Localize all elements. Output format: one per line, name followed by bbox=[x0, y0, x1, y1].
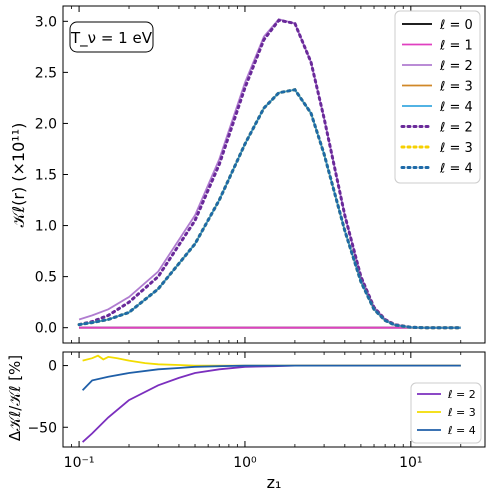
x-axis-label: z₁ bbox=[267, 473, 282, 492]
top-y-tick-label: 1.0 bbox=[35, 219, 57, 235]
top-legend-frame bbox=[394, 10, 481, 184]
bottom-y-tick-label: −50 bbox=[27, 420, 57, 436]
legend-label: ℓ = 4 bbox=[439, 162, 473, 177]
top-y-tick-label: 1.5 bbox=[35, 168, 57, 184]
bottom-y-ticks: 0 −50 bbox=[27, 359, 68, 436]
top-y-tick-label: 3.0 bbox=[35, 14, 57, 30]
top-panel: 0.0 0.5 1.0 1.5 2.0 2.5 3.0 T_ν = 1 eV 𝒦ℓ(r) (… bbox=[9, 5, 486, 344]
x-tick-label: 10¹ bbox=[399, 455, 422, 471]
legend-label: ℓ = 2 bbox=[447, 388, 476, 401]
top-y-tick-label: 0.0 bbox=[35, 321, 57, 337]
top-plot-frame bbox=[62, 5, 486, 344]
legend-label: ℓ = 0 bbox=[439, 18, 473, 33]
legend-label: ℓ = 4 bbox=[447, 424, 476, 437]
bottom-legend: ℓ = 2 ℓ = 3 ℓ = 4 bbox=[410, 382, 482, 444]
legend-label: ℓ = 2 bbox=[439, 121, 473, 136]
temperature-annotation: T_ν = 1 eV bbox=[70, 29, 153, 48]
top-series-line-7 bbox=[77, 88, 463, 330]
bottom-series-line-2 bbox=[81, 364, 461, 391]
bottom-series-group bbox=[81, 354, 461, 443]
top-y-ticks: 0.0 0.5 1.0 1.5 2.0 2.5 3.0 bbox=[35, 14, 68, 337]
legend-label: ℓ = 3 bbox=[439, 80, 473, 95]
bottom-plot-frame bbox=[62, 351, 486, 448]
x-tick-label: 10⁰ bbox=[233, 455, 257, 471]
bottom-panel: 0 −50 10⁻¹ 10⁰ 10¹ Δ𝒦ℓ/𝒦ℓ [%] z₁ ℓ = 2 ℓ = 3… bbox=[6, 351, 486, 492]
x-tick-label: 10⁻¹ bbox=[64, 455, 95, 471]
legend-label: ℓ = 2 bbox=[439, 59, 473, 74]
top-y-tick-label: 2.0 bbox=[35, 116, 57, 132]
top-y-tick-label: 2.5 bbox=[35, 65, 57, 81]
top-legend: ℓ = 0 ℓ = 1 ℓ = 2 ℓ = 3 ℓ = 4 ℓ = 2 ℓ = 3 ℓ = 4 bbox=[394, 10, 481, 184]
bottom-x-ticks: 10⁻¹ 10⁰ 10¹ bbox=[64, 352, 462, 471]
temperature-annotation-box bbox=[69, 21, 154, 53]
top-y-tick-label: 0.5 bbox=[35, 270, 57, 286]
bottom-series-line-1 bbox=[82, 354, 461, 367]
bottom-legend-frame bbox=[410, 382, 482, 444]
legend-label: ℓ = 1 bbox=[439, 39, 473, 54]
bottom-y-tick-label: 0 bbox=[48, 359, 57, 375]
top-y-axis-label: 𝒦ℓ(r) (×10¹¹) bbox=[9, 123, 28, 228]
bottom-series-line-0 bbox=[81, 364, 461, 443]
legend-label: ℓ = 3 bbox=[439, 141, 473, 156]
legend-label: ℓ = 4 bbox=[439, 100, 473, 115]
top-series-group bbox=[77, 18, 463, 330]
bottom-y-axis-label: Δ𝒦ℓ/𝒦ℓ [%] bbox=[6, 355, 24, 441]
legend-label: ℓ = 3 bbox=[447, 406, 476, 419]
